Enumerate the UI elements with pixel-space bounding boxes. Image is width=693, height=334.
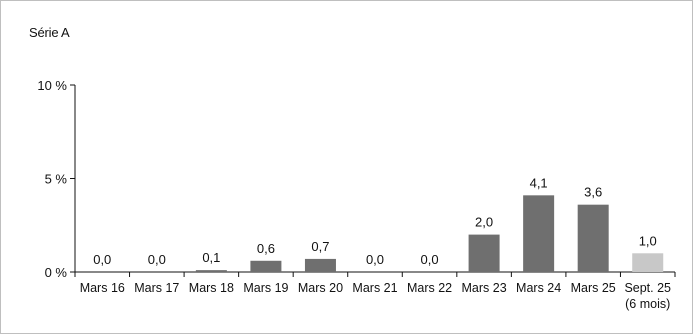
category-label-7: Mars 23 (462, 281, 507, 295)
category-label-8: Mars 24 (516, 281, 561, 295)
category-label-0: Mars 16 (80, 281, 125, 295)
data-label-10: 1,0 (639, 233, 657, 248)
category-label-3: Mars 19 (243, 281, 288, 295)
bar-9 (577, 204, 609, 272)
bar-8 (523, 195, 555, 272)
data-label-2: 0,1 (202, 250, 220, 265)
y-tick-label: 5 % (45, 172, 68, 187)
y-tick-label: 10 % (37, 78, 67, 93)
bar-4 (304, 258, 336, 272)
data-label-7: 2,0 (475, 215, 493, 230)
bar-7 (468, 234, 500, 272)
chart-title: Série A (29, 25, 70, 40)
data-label-8: 4,1 (530, 175, 548, 190)
category-label-2: Mars 18 (189, 281, 234, 295)
category-label-1: Mars 17 (134, 281, 179, 295)
y-tick-label: 0 % (45, 265, 68, 280)
category-label-4: Mars 20 (298, 281, 343, 295)
category-label-6: Mars 22 (407, 281, 452, 295)
category-label-10: (6 mois) (625, 297, 670, 311)
data-label-6: 0,0 (421, 252, 439, 267)
category-label-9: Mars 25 (571, 281, 616, 295)
data-label-3: 0,6 (257, 241, 275, 256)
data-label-1: 0,0 (148, 252, 166, 267)
bar-2 (195, 270, 227, 272)
bar-10 (632, 253, 664, 272)
data-label-0: 0,0 (93, 252, 111, 267)
data-label-9: 3,6 (584, 185, 602, 200)
bar-3 (250, 260, 282, 272)
category-label-10: Sept. 25 (624, 281, 671, 295)
data-label-4: 0,7 (311, 239, 329, 254)
data-label-5: 0,0 (366, 252, 384, 267)
category-label-5: Mars 21 (352, 281, 397, 295)
